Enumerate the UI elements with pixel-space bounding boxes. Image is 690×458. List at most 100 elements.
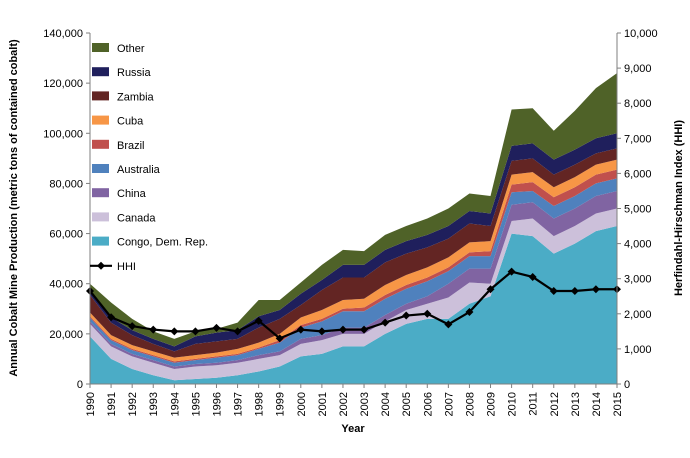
hhi-point bbox=[128, 322, 137, 331]
stacked-areas bbox=[90, 73, 617, 384]
left-tick-label: 60,000 bbox=[49, 229, 83, 241]
hhi-point bbox=[465, 308, 474, 317]
hhi-point bbox=[317, 327, 326, 336]
x-tick-label: 2009 bbox=[486, 392, 498, 416]
x-tick-label: 1995 bbox=[190, 392, 202, 416]
hhi-point bbox=[107, 313, 116, 322]
x-axis-title: Year bbox=[341, 423, 365, 435]
right-axis-title: Herfindahl-Hirschman Index (HHI) bbox=[673, 120, 685, 296]
left-tick-label: 20,000 bbox=[49, 329, 83, 341]
area-russia bbox=[90, 133, 617, 352]
right-tick-label: 8,000 bbox=[624, 98, 652, 110]
area-china bbox=[90, 190, 617, 369]
hhi-point bbox=[149, 325, 158, 334]
legend-label-russia: Russia bbox=[117, 67, 152, 79]
hhi-point bbox=[423, 309, 432, 318]
x-tick-label: 2014 bbox=[591, 392, 603, 416]
x-tick-label: 1996 bbox=[211, 392, 223, 416]
x-tick-label: 2011 bbox=[528, 392, 540, 416]
right-tick-label: 10,000 bbox=[624, 28, 658, 40]
hhi-point bbox=[591, 285, 600, 294]
right-tick-label: 6,000 bbox=[624, 168, 652, 180]
right-tick-label: 0 bbox=[624, 379, 630, 391]
legend-label-hhi: HHI bbox=[117, 261, 136, 273]
x-tick-label: 2003 bbox=[359, 392, 371, 416]
x-tick-label: 2001 bbox=[317, 392, 329, 416]
hhi-point bbox=[212, 323, 221, 332]
hhi-point bbox=[338, 325, 347, 334]
right-tick-label: 9,000 bbox=[624, 63, 652, 75]
legend-swatch-other bbox=[92, 43, 109, 52]
right-tick-label: 1,000 bbox=[624, 344, 652, 356]
right-tick-label: 2,000 bbox=[624, 309, 652, 321]
hhi-point bbox=[486, 285, 495, 294]
hhi-point bbox=[444, 320, 453, 329]
x-tick-label: 2000 bbox=[296, 392, 308, 416]
hhi-point bbox=[528, 272, 537, 281]
legend-swatch-australia bbox=[92, 164, 109, 173]
right-tick-label: 5,000 bbox=[624, 204, 652, 216]
x-tick-label: 1997 bbox=[233, 392, 245, 416]
x-tick-label: 2012 bbox=[549, 392, 561, 416]
x-tick-label: 1991 bbox=[106, 392, 118, 416]
left-tick-label: 140,000 bbox=[43, 28, 83, 40]
legend-swatch-russia bbox=[92, 67, 109, 77]
hhi-point bbox=[296, 325, 305, 334]
x-axis-ticks: 1990 1991 1992 1993 1994 1995 1996 1997 1998 1999… bbox=[85, 384, 624, 416]
x-tick-label: 1993 bbox=[148, 392, 160, 416]
x-tick-label: 2013 bbox=[570, 392, 582, 416]
hhi-point bbox=[275, 334, 284, 343]
hhi-point bbox=[233, 327, 242, 336]
hhi-point bbox=[360, 325, 369, 334]
area-canada bbox=[90, 208, 617, 381]
legend-label-china: China bbox=[117, 188, 147, 200]
x-tick-label: 1999 bbox=[275, 392, 287, 416]
x-tick-label: 1994 bbox=[169, 392, 181, 416]
left-tick-label: 100,000 bbox=[43, 128, 83, 140]
legend-label-congo-dem-rep: Congo, Dem. Rep. bbox=[117, 237, 208, 249]
legend-label-canada: Canada bbox=[117, 212, 156, 224]
hhi-point bbox=[507, 267, 516, 276]
x-tick-label: 2010 bbox=[507, 392, 519, 416]
hhi-point bbox=[402, 311, 411, 320]
x-tick-label: 2002 bbox=[338, 392, 350, 416]
legend-swatch-congo-dem-rep bbox=[92, 236, 109, 246]
legend-swatch-china bbox=[92, 188, 109, 198]
legend-swatch-cuba bbox=[92, 115, 109, 125]
hhi-point bbox=[570, 286, 579, 295]
x-tick-label: 2005 bbox=[401, 392, 413, 416]
legend: Other Russia Zambia Cuba Brazil Australia Chin… bbox=[90, 43, 208, 273]
hhi-point bbox=[170, 327, 179, 336]
hhi-point bbox=[381, 318, 390, 327]
legend-swatch-zambia bbox=[92, 91, 109, 101]
x-tick-label: 2008 bbox=[464, 392, 476, 416]
area-congo-dem-rep bbox=[90, 226, 617, 384]
x-tick-label: 2004 bbox=[380, 392, 392, 416]
right-tick-label: 7,000 bbox=[624, 133, 652, 145]
legend-swatch-hhi-marker bbox=[97, 261, 105, 270]
left-axis-title: Annual Cobalt Mine Production (metric to… bbox=[8, 39, 20, 377]
legend-label-cuba: Cuba bbox=[117, 116, 144, 128]
left-tick-label: 0 bbox=[77, 379, 83, 391]
right-axis-ticks: 0 1,000 2,000 3,000 4,000 5,000 6,000 7,000 8,00… bbox=[617, 28, 658, 391]
legend-swatch-canada bbox=[92, 212, 109, 222]
x-tick-label: 2006 bbox=[422, 392, 434, 416]
x-tick-label: 2015 bbox=[612, 392, 624, 416]
left-tick-label: 40,000 bbox=[49, 279, 83, 291]
legend-label-brazil: Brazil bbox=[117, 140, 145, 152]
x-tick-label: 1990 bbox=[85, 392, 97, 416]
legend-label-australia: Australia bbox=[117, 164, 161, 176]
hhi-point bbox=[254, 316, 263, 325]
left-tick-label: 120,000 bbox=[43, 78, 83, 90]
x-tick-label: 1998 bbox=[254, 392, 266, 416]
hhi-line-group bbox=[86, 267, 621, 343]
legend-label-other: Other bbox=[117, 43, 145, 55]
hhi-point bbox=[191, 327, 200, 336]
x-tick-label: 1992 bbox=[127, 392, 139, 416]
right-tick-label: 3,000 bbox=[624, 274, 652, 286]
legend-swatch-brazil bbox=[92, 139, 109, 149]
left-tick-label: 80,000 bbox=[49, 178, 83, 190]
hhi-point bbox=[549, 286, 558, 295]
legend-label-zambia: Zambia bbox=[117, 91, 155, 103]
